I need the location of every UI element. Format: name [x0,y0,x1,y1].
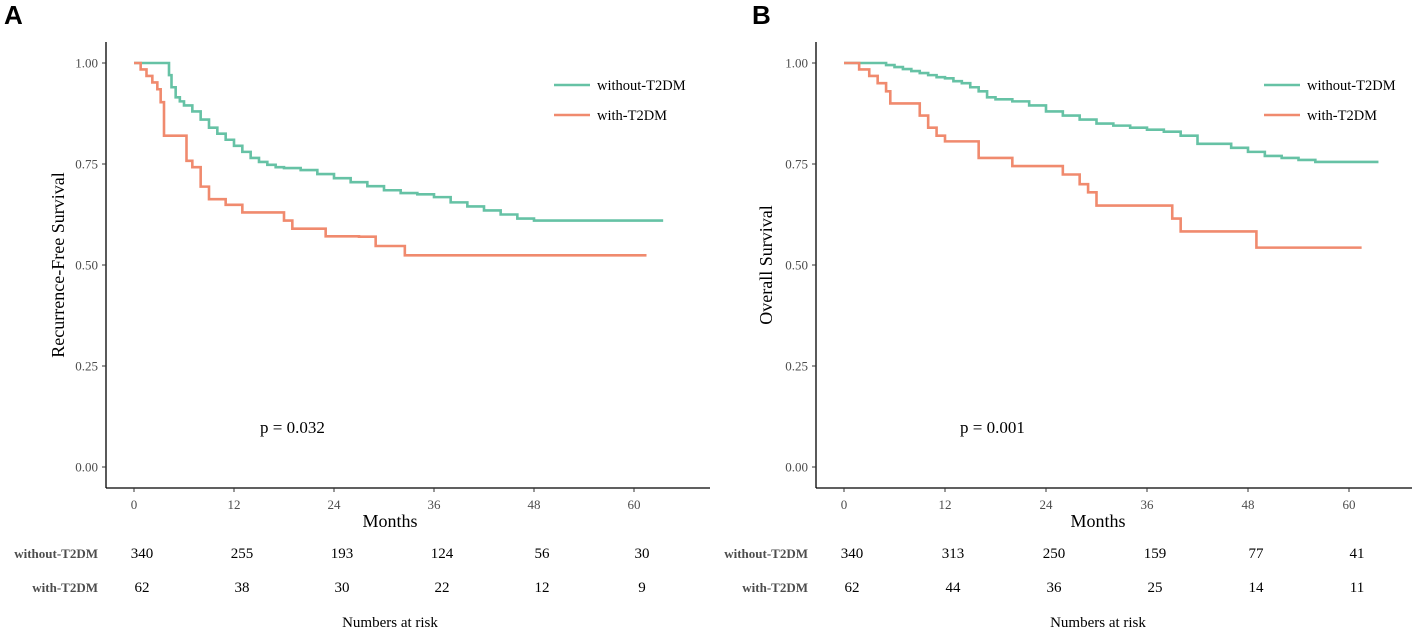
risk-count: 62 [135,580,150,596]
y-tick-label: 0.75 [75,157,98,172]
risk-count: 30 [335,580,350,596]
y-axis-ticks: 0.00 0.25 0.50 0.75 1.00 [785,56,808,475]
y-tick-label: 0.50 [75,258,98,273]
legend-label-with-t2dm: with-T2DM [597,108,667,124]
risk-table-title: Numbers at risk [1050,615,1146,629]
x-tick-label: 60 [628,497,641,512]
survival-curve-without-t2dm [844,61,1379,164]
x-tick-label: 24 [1040,497,1054,512]
risk-count: 22 [435,580,450,596]
risk-table-title: Numbers at risk [342,615,438,629]
y-tick-label: 1.00 [785,56,808,71]
risk-count: 77 [1249,546,1265,562]
y-axis-title: Overall Survival [756,205,776,324]
x-tick-label: 60 [1343,497,1356,512]
y-tick-label: 0.25 [785,359,808,374]
legend-label-without-t2dm: without-T2DM [1307,78,1396,94]
y-tick-label: 0.50 [785,258,808,273]
y-tick-label: 0.25 [75,359,98,374]
risk-count: 56 [535,546,551,562]
risk-row-label: with-T2DM [742,580,808,595]
legend: without-T2DM with-T2DM [1264,78,1396,124]
risk-row-label: without-T2DM [724,546,808,561]
survival-curve-with-t2dm [844,61,1362,249]
risk-row-label: with-T2DM [32,580,98,595]
x-tick-label: 48 [1242,497,1255,512]
x-tick-label: 12 [939,497,952,512]
survival-curves [134,61,664,257]
risk-count: 25 [1148,580,1163,596]
risk-count: 340 [841,546,864,562]
risk-count: 159 [1144,546,1167,562]
risk-count: 340 [131,546,154,562]
risk-count: 44 [946,580,962,596]
risk-count: 250 [1043,546,1066,562]
risk-count: 313 [942,546,965,562]
legend-label-with-t2dm: with-T2DM [1307,108,1377,124]
y-axis-ticks: 0.00 0.25 0.50 0.75 1.00 [75,56,98,475]
risk-table: without-T2DM with-T2DM 340 313 250 159 7… [724,546,1364,629]
panel-letter: A [4,0,23,30]
x-axis-title: Months [1070,511,1125,531]
risk-count: 124 [431,546,454,562]
y-tick-label: 1.00 [75,56,98,71]
panel-b: B 0.00 0.25 0.50 0.75 1.00 0 12 24 36 48… [724,0,1412,629]
risk-count: 36 [1047,580,1063,596]
x-tick-label: 24 [328,497,342,512]
y-tick-label: 0.00 [785,460,808,475]
y-tick-label: 0.00 [75,460,98,475]
survival-curve-without-t2dm [134,61,664,222]
panel-letter: B [752,0,771,30]
y-tick-label: 0.75 [785,157,808,172]
risk-count: 14 [1249,580,1265,596]
risk-table: without-T2DM with-T2DM 340 255 193 124 5… [14,546,649,629]
survival-curves [844,61,1379,249]
legend-label-without-t2dm: without-T2DM [597,78,686,94]
x-tick-label: 12 [228,497,241,512]
risk-count: 193 [331,546,354,562]
x-tick-label: 0 [841,497,848,512]
risk-count: 255 [231,546,254,562]
legend: without-T2DM with-T2DM [554,78,686,124]
x-axis-title: Months [362,511,417,531]
p-value: p = 0.001 [960,418,1025,437]
risk-count: 12 [535,580,550,596]
risk-count: 11 [1350,580,1364,596]
risk-row-label: without-T2DM [14,546,98,561]
risk-count: 30 [635,546,650,562]
x-tick-label: 48 [528,497,541,512]
risk-count: 9 [638,580,646,596]
x-tick-label: 0 [131,497,138,512]
x-axis-ticks: 0 12 24 36 48 60 [841,497,1356,512]
x-axis-ticks: 0 12 24 36 48 60 [131,497,641,512]
panel-a: A 0.00 0.25 0.50 0.75 1.00 0 12 24 36 48… [4,0,710,629]
x-tick-label: 36 [428,497,442,512]
risk-count: 38 [235,580,250,596]
survival-curve-with-t2dm [134,61,647,257]
p-value: p = 0.032 [260,418,325,437]
risk-count: 41 [1350,546,1365,562]
risk-count: 62 [845,580,860,596]
x-tick-label: 36 [1141,497,1155,512]
y-axis-title: Recurrence-Free Survival [48,172,68,357]
